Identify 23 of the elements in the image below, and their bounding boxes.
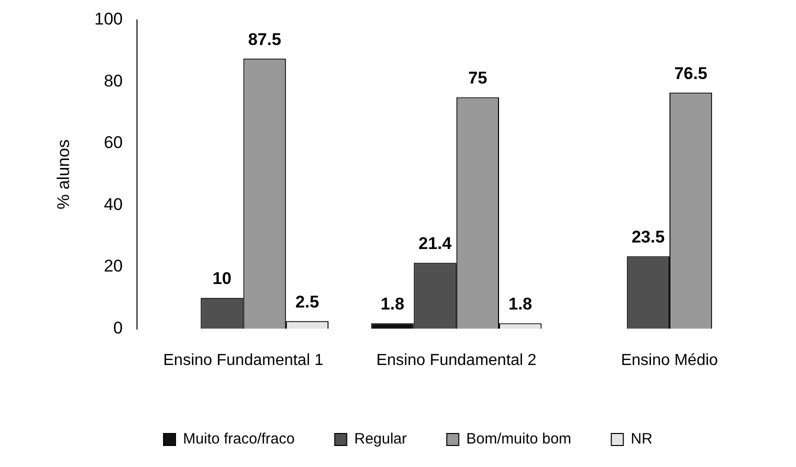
y-tick-label: 0: [113, 318, 123, 338]
x-tick-label: Ensino Fundamental 2: [376, 352, 537, 369]
data-label: 1.8: [508, 294, 532, 314]
y-tick-label: 100: [94, 10, 123, 29]
legend-label: NR: [630, 430, 653, 448]
y-axis-title: % alunos: [54, 139, 73, 210]
y-tick-label: 20: [104, 256, 123, 276]
x-tick-label: Ensino Médio: [620, 352, 718, 369]
data-label: 76.5: [674, 64, 708, 83]
legend-label: Bom/muito bom: [466, 430, 572, 448]
y-tick-label: 40: [104, 194, 123, 214]
data-label: 21.4: [418, 234, 452, 253]
data-label: 87.5: [248, 30, 282, 49]
data-label: 1.8: [380, 294, 404, 314]
data-label: 2.5: [295, 292, 320, 312]
legend-label: Regular: [354, 430, 407, 448]
legend-label: Muito fraco/fraco: [183, 430, 295, 448]
data-label: 75: [468, 68, 488, 88]
y-tick-label: 60: [104, 133, 123, 152]
data-label: 23.5: [632, 227, 665, 246]
y-tick-label: 80: [104, 71, 123, 90]
data-label: 10: [212, 269, 232, 288]
x-tick-label: Ensino Fundamental 1: [163, 352, 324, 369]
